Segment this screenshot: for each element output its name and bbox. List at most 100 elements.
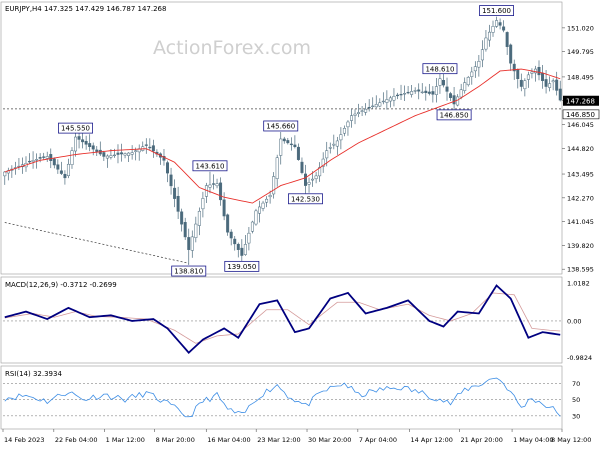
swing-label: 148.610 [422, 63, 458, 75]
candle-body [130, 152, 134, 155]
candle-body [441, 80, 445, 86]
candle-body [346, 121, 350, 128]
y-tick-label: 144.820 [567, 145, 594, 153]
candle-body [374, 104, 378, 108]
candle-body [183, 222, 187, 238]
candle-body [243, 244, 247, 255]
swing-label-text: 151.600 [482, 7, 511, 15]
candle-body [258, 206, 261, 214]
watermark: ActionForex.com [153, 37, 311, 59]
candle-body [254, 210, 258, 225]
candle-body [272, 176, 276, 195]
candle-body [208, 184, 212, 188]
y-tick-label: 139.820 [567, 242, 594, 250]
candle-body [480, 49, 484, 61]
candle-body [558, 88, 562, 101]
y-tick-label: 141.045 [567, 218, 594, 226]
candle-body [300, 161, 304, 173]
candle-body [325, 150, 329, 159]
candle-body [406, 91, 410, 94]
swing-label-box [422, 63, 458, 75]
candle-body [123, 153, 127, 156]
candle-body [307, 182, 311, 185]
candle-body [190, 236, 194, 251]
candle-body [353, 113, 357, 116]
candle-body [219, 182, 223, 201]
candle-body [523, 80, 527, 90]
candle-body [548, 83, 552, 88]
candle-body [438, 78, 442, 86]
last-price-badge: 147.268 [563, 95, 599, 106]
candle-body [84, 140, 88, 145]
candle-body [332, 143, 336, 146]
moving-average-line [4, 68, 561, 204]
candle-body [505, 32, 509, 47]
candle-body [526, 74, 530, 80]
chart-title: EURJPY,H4 147.325 147.429 146.787 147.26… [5, 5, 166, 13]
candle-body [417, 89, 421, 92]
swing-label-box [288, 193, 323, 205]
rsi-tick-label: 70 [572, 380, 580, 388]
candle-body [360, 110, 364, 112]
candle-body [282, 138, 286, 142]
candle-body [452, 95, 456, 105]
candle-body [112, 154, 116, 157]
candle-body [413, 90, 417, 92]
candle-body [371, 105, 375, 107]
candle-body [66, 163, 70, 177]
candle-body [265, 198, 269, 203]
y-tick-label: 142.270 [567, 194, 594, 202]
main-panel-frame [0, 1, 563, 275]
macd-tick-label: -0.9824 [567, 354, 592, 362]
swing-label: 145.660 [263, 120, 299, 132]
candle-body [176, 195, 180, 212]
candle-body [495, 20, 499, 27]
candle-body [314, 175, 318, 180]
x-tick-label: 1 Mar 12:00 [106, 436, 145, 444]
swing-label: 138.810 [171, 265, 207, 277]
x-tick-label: 14 Apr 12:00 [411, 436, 453, 444]
rsi-tick-label: 30 [572, 412, 580, 420]
rsi-panel-frame [0, 365, 563, 430]
candle-body [544, 79, 548, 87]
x-tick-label: 8 Mar 20:00 [156, 436, 195, 444]
candle-body [403, 93, 407, 95]
swing-label-text: 145.660 [266, 123, 295, 131]
candle-body [364, 108, 368, 113]
candle-body [56, 164, 60, 170]
candle-body [420, 91, 424, 94]
candle-body [268, 195, 272, 198]
candle-body [201, 198, 205, 210]
candle-body [148, 146, 152, 149]
y-tick-label: 151.020 [567, 24, 594, 32]
candle-body [81, 139, 85, 143]
swing-label-box [436, 109, 472, 121]
candle-body [388, 97, 392, 102]
candle-body [166, 162, 170, 174]
candle-body [173, 187, 177, 199]
candle-body [127, 152, 131, 156]
candle-body [335, 140, 339, 147]
candle-body [339, 134, 343, 141]
candle-body [463, 82, 467, 91]
swing-label-text: 145.550 [61, 125, 90, 133]
candle-body [151, 145, 155, 152]
candle-body [28, 160, 32, 163]
candle-body [385, 99, 389, 103]
candle-body [275, 157, 279, 179]
candle-body [91, 145, 95, 150]
candle-body [120, 152, 124, 155]
swing-label-box [263, 120, 299, 132]
candle-body [38, 157, 42, 159]
candle-body [286, 140, 290, 144]
candle-body [144, 144, 148, 146]
candle-body [229, 231, 233, 239]
candle-body [399, 93, 403, 96]
x-tick-label: 22 Feb 04:00 [55, 436, 98, 444]
candle-body [459, 89, 463, 98]
candle-body [516, 69, 520, 80]
second-price-bg [562, 109, 600, 120]
macd-title: MACD(12,26,9) -0.3712 -0.2699 [5, 281, 117, 289]
candle-body [342, 128, 346, 134]
candle-body [77, 136, 81, 140]
